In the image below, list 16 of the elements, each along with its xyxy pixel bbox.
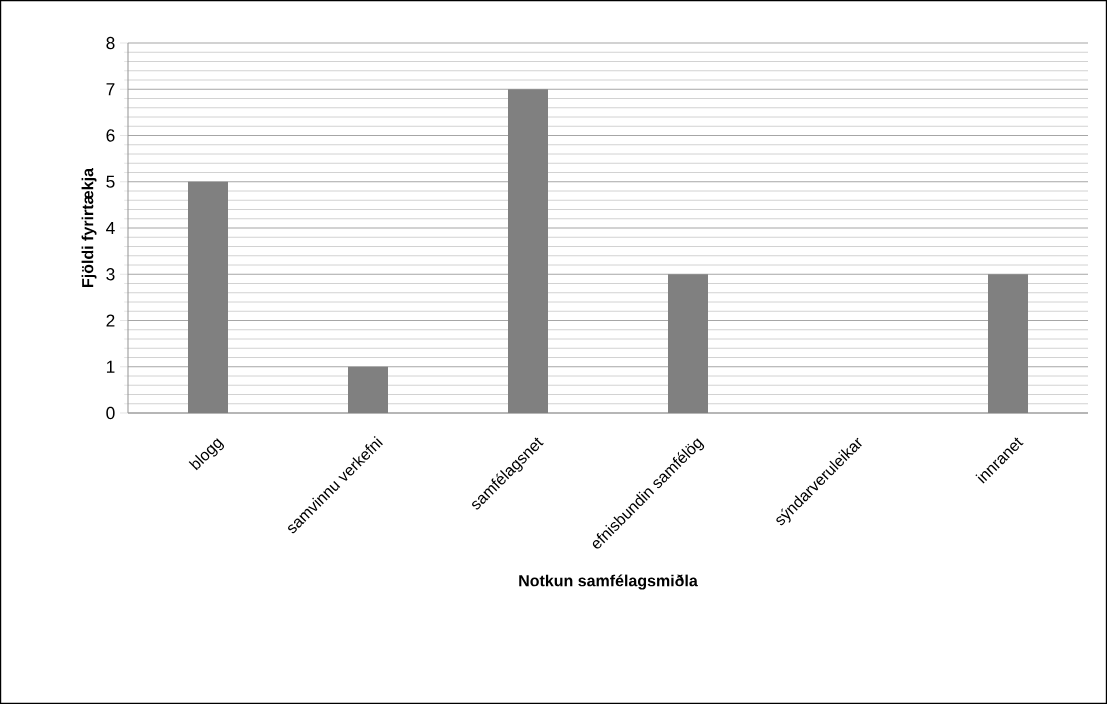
bar: [508, 89, 548, 413]
y-axis-title: Fjöldi fyrirtækja: [81, 167, 97, 287]
y-tick-label: 8: [106, 36, 115, 50]
y-tick-label: 5: [106, 175, 115, 188]
bar: [188, 181, 228, 413]
bar: [668, 274, 708, 413]
bar: [988, 274, 1029, 413]
y-tick-label: 1: [106, 360, 115, 373]
y-tick-label: 4: [106, 222, 115, 234]
y-tick-label: 0: [106, 406, 115, 420]
y-tick-label: 7: [106, 83, 115, 96]
bar: [348, 366, 388, 413]
y-tick-label: 2: [106, 314, 115, 327]
y-tick-label: 3: [106, 268, 115, 281]
x-axis-title: Notkun samfélagsmiðla: [519, 574, 698, 590]
y-tick-label: 6: [106, 129, 115, 142]
